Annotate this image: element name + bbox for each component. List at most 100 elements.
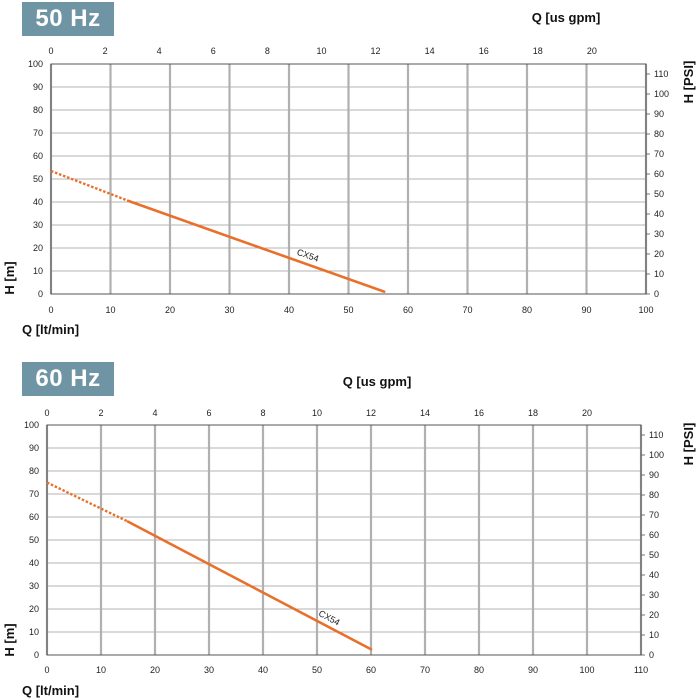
50hz-y2-tick-label: 100 [654,89,669,99]
60hz-y-tick-label: 60 [29,512,39,522]
50hz-x2-tick-label: 12 [371,46,381,56]
60hz-y2-tick-label: 10 [649,630,659,640]
60hz-y2-tick-label: 30 [649,590,659,600]
60hz-y-tick-label: 0 [34,650,39,660]
50hz-y2-tick-label: 70 [654,149,664,159]
50hz-x-tick-label: 80 [522,305,532,315]
60hz-x2-tick-label: 2 [98,408,103,418]
60hz-y2-tick-label: 100 [649,450,664,460]
50hz-curve-extrapolated-segment [50,169,129,202]
60hz-curve-line [126,520,373,651]
60hz-x-tick-label: 50 [312,665,322,675]
50hz-x2-tick-label: 2 [103,46,108,56]
50hz-x-tick-label: 40 [284,305,294,315]
60hz-x-tick-label: 100 [579,665,594,675]
50hz-y-tick-label: 100 [28,59,43,69]
50hz-x2-tick-label: 0 [48,46,53,56]
50hz-y-tick-label: 90 [33,82,43,92]
60hz-x-tick-label: 10 [96,665,106,675]
50hz-x2-tick-label: 10 [316,46,326,56]
60hz-y-tick-label: 10 [29,627,39,637]
50hz-x-tick-label: 60 [403,305,413,315]
50hz-y2-tick-label: 10 [654,269,664,279]
60hz-x2-tick-label: 14 [420,408,430,418]
50hz-y-tick-label: 50 [33,174,43,184]
60hz-y-tick-label: 40 [29,558,39,568]
50hz-curve-line [127,199,386,294]
50hz-y2-tick-label: 50 [654,189,664,199]
60hz-y2-tick-label: 40 [649,570,659,580]
50hz-y-tick-label: 0 [38,289,43,299]
50hz-y-axis-label: H [m] [2,261,17,294]
50hz-y-tick-label: 80 [33,105,43,115]
50hz-x-tick-label: 0 [48,305,53,315]
60hz-y2-tick-label: 0 [649,650,654,660]
60hz-curve-extrapolated-segment [46,481,129,523]
60hz-y-tick-label: 70 [29,489,39,499]
title-badge-60hz: 60 Hz [22,362,114,396]
50hz-y2-tick-label: 0 [654,289,659,299]
50hz-y2-tick-label: 80 [654,129,664,139]
60hz-x-tick-label: 80 [474,665,484,675]
60hz-plot-frame [46,424,642,656]
50hz-y-tick-label: 40 [33,197,43,207]
60hz-y2-axis-label: H [PSI] [681,423,696,466]
50hz-x2-axis-label: Q [us gpm] [532,10,601,25]
50hz-y2-tick-label: 60 [654,169,664,179]
60hz-x2-tick-label: 20 [582,408,592,418]
50hz-y2-tick-label: 20 [654,249,664,259]
60hz-x-tick-label: 0 [44,665,49,675]
50hz-x2-tick-label: 8 [265,46,270,56]
50hz-y-tick-label: 30 [33,220,43,230]
60hz-y2-tick-label: 70 [649,510,659,520]
50hz-y-tick-label: 60 [33,151,43,161]
60hz-y-tick-label: 80 [29,466,39,476]
50hz-y-tick-label: 20 [33,243,43,253]
50hz-y2-tick-label: 110 [654,69,668,79]
50hz-y-tick-label: 10 [33,266,43,276]
60hz-x-tick-label: 110 [634,665,648,675]
60hz-x-tick-label: 70 [420,665,430,675]
50hz-y2-tick-label: 40 [654,209,664,219]
50hz-x2-tick-label: 20 [587,46,597,56]
50hz-y2-tick-label: 30 [654,229,664,239]
60hz-x-tick-label: 60 [366,665,376,675]
60hz-y2-tick-label: 50 [649,550,659,560]
50hz-y-tick-label: 70 [33,128,43,138]
60hz-y-tick-label: 90 [29,443,39,453]
60hz-x2-tick-label: 10 [312,408,322,418]
50hz-x-axis-label: Q [lt/min] [22,322,79,337]
50hz-plot-frame [50,63,647,295]
60hz-curve-label: CX54 [317,608,342,627]
50hz-x-tick-label: 70 [462,305,472,315]
50hz-x-tick-label: 30 [224,305,234,315]
50hz-x-tick-label: 90 [581,305,591,315]
50hz-x-tick-label: 50 [343,305,353,315]
50hz-x2-tick-label: 6 [211,46,216,56]
60hz-y2-tick-label: 60 [649,530,659,540]
60hz-x2-tick-label: 16 [474,408,484,418]
60hz-y2-tick-label: 80 [649,490,659,500]
50hz-x2-tick-label: 14 [425,46,435,56]
60hz-x-tick-label: 20 [150,665,160,675]
60hz-x-axis-label: Q [lt/min] [22,683,79,698]
50hz-y2-axis-label: H [PSI] [681,61,696,104]
50hz-x2-tick-label: 4 [157,46,162,56]
60hz-y2-tick-label: 110 [649,430,663,440]
60hz-y-tick-label: 30 [29,581,39,591]
60hz-x-tick-label: 30 [204,665,214,675]
60hz-x2-axis-label: Q [us gpm] [343,374,412,389]
60hz-x2-tick-label: 6 [206,408,211,418]
60hz-x2-tick-label: 8 [260,408,265,418]
60hz-x-tick-label: 90 [528,665,538,675]
50hz-x-tick-label: 100 [638,305,653,315]
60hz-y-tick-label: 100 [24,420,39,430]
60hz-x2-tick-label: 18 [528,408,538,418]
60hz-x2-tick-label: 4 [152,408,157,418]
50hz-x-tick-label: 20 [165,305,175,315]
60hz-y2-tick-label: 90 [649,470,659,480]
60hz-x2-tick-label: 12 [366,408,376,418]
60hz-y-tick-label: 50 [29,535,39,545]
60hz-y-tick-label: 20 [29,604,39,614]
